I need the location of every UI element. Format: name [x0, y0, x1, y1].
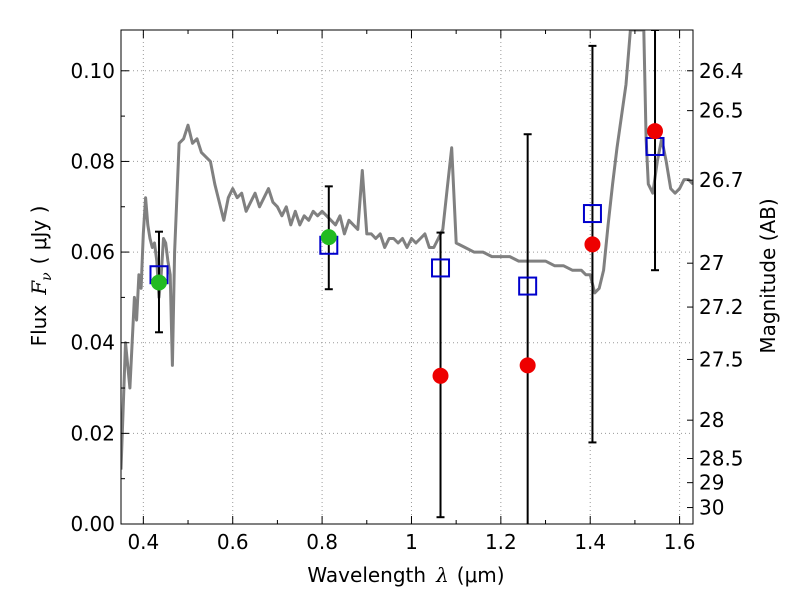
y-tick-label: 0.00 — [70, 512, 115, 536]
y-axis-label-unit: ( μJy ) — [27, 206, 51, 265]
model-spectrum — [121, 30, 693, 470]
plot-frame — [120, 29, 694, 525]
model-flux-square — [518, 276, 538, 296]
model-flux-square — [582, 204, 602, 224]
y-tick-label: 0.10 — [70, 59, 115, 83]
x-axis-label-unit: (μm) — [457, 563, 505, 587]
y-axis-label-text: Flux — [27, 305, 51, 347]
x-tick-label: 1.4 — [574, 530, 606, 554]
nondetection-point — [432, 367, 449, 384]
data-markers — [149, 123, 665, 384]
y-tick-label: 0.06 — [70, 240, 115, 264]
right-axis-tick-label: 28 — [699, 408, 724, 432]
y-tick-label: 0.08 — [70, 149, 115, 173]
detection-point — [150, 274, 167, 291]
x-tick-label: 1.2 — [485, 530, 517, 554]
right-axis-tick-label: 26.5 — [699, 99, 744, 123]
right-axis-label: Magnitude (AB) — [756, 198, 780, 353]
nondetection-point — [647, 123, 664, 140]
y-tick-label: 0.04 — [70, 331, 115, 355]
tick-labels: 0.4 0.6 0.8 1 1.2 1.4 1.6 0.00 0.02 0.04 0.06 0.08 0… — [70, 59, 743, 554]
right-axis-tick-label: 27 — [699, 251, 724, 275]
x-axis-label: Wavelength λ (μm) — [307, 563, 504, 587]
x-tick-label: 0.4 — [127, 530, 159, 554]
x-tick-label: 0.8 — [306, 530, 338, 554]
y-tick-label: 0.02 — [70, 421, 115, 445]
x-axis-label-symbol: λ — [435, 563, 449, 587]
axis-ticks — [121, 30, 693, 525]
right-axis-tick-label: 26.7 — [699, 168, 744, 192]
x-axis-label-text: Wavelength — [307, 563, 426, 587]
right-axis-tick-label: 28.5 — [699, 446, 744, 470]
y-axis-label: Flux Fν ( μJy ) — [27, 206, 55, 347]
x-tick-label: 0.6 — [217, 530, 249, 554]
spectrum-line — [121, 30, 693, 470]
right-axis-tick-label: 27.2 — [699, 295, 744, 319]
nondetection-point — [519, 357, 536, 374]
right-axis-tick-label: 26.4 — [699, 59, 744, 83]
right-axis-tick-label: 27.5 — [699, 347, 744, 371]
right-axis-tick-label: 30 — [699, 496, 724, 520]
right-axis-tick-label: 29 — [699, 471, 724, 495]
y-axis-label-symbol: F — [27, 280, 51, 296]
x-tick-label: 1 — [405, 530, 418, 554]
y-axis-label-subscript: ν — [39, 272, 55, 281]
model-flux-square — [431, 258, 451, 278]
nondetection-point — [584, 236, 601, 253]
x-tick-label: 1.6 — [664, 530, 696, 554]
detection-point — [320, 229, 337, 246]
